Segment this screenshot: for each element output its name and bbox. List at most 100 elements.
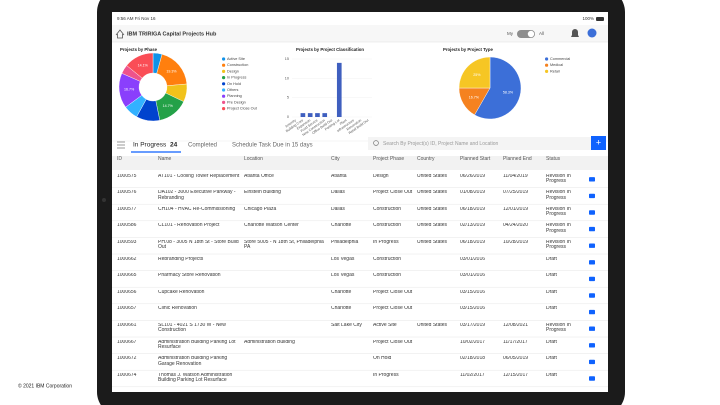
row-action-icon[interactable]: [589, 210, 595, 215]
table-cell: Draft: [546, 372, 557, 378]
table-cell: United States: [417, 190, 448, 196]
table-cell: 1000674: [117, 372, 137, 378]
toggle-all[interactable]: All: [539, 31, 544, 36]
user-icon[interactable]: [587, 28, 597, 38]
menu-icon[interactable]: [117, 141, 125, 149]
x-tick-label: Amenity: [284, 118, 297, 128]
row-action-icon[interactable]: [589, 226, 595, 232]
table-cell: Atlanta Office: [244, 173, 274, 179]
row-action-icon[interactable]: [589, 243, 595, 248]
table-cell: 03/17/2019: [460, 322, 486, 328]
slice-label: 14.1%: [138, 63, 149, 67]
legend-swatch: [222, 76, 226, 80]
table-cell: Project Close Out: [373, 339, 413, 345]
table-cell: Construction: [373, 206, 402, 212]
legend-swatch: [222, 107, 226, 111]
tablet-screen: [112, 12, 608, 392]
table-cell: 06/18/2019: [460, 206, 486, 212]
add-button[interactable]: [591, 136, 606, 150]
legend-label: Active Site: [227, 57, 245, 61]
table-cell: Revision In Progress: [546, 322, 571, 334]
toggle-my[interactable]: My: [507, 31, 514, 36]
table-cell: DA102 - 3000 Executive Parkway - Rebrand…: [158, 190, 236, 201]
y-tick-label: 15: [285, 57, 289, 61]
table-cell: 03/01/2016: [460, 256, 486, 262]
table-cell: Los Vegas: [331, 256, 355, 262]
row-action-icon[interactable]: [589, 326, 595, 331]
table-cell: United States: [417, 206, 448, 212]
table-cell: Design: [373, 173, 389, 179]
table-cell: Project Close Out: [373, 190, 413, 196]
tab-completed[interactable]: Completed: [188, 143, 217, 149]
table-cell: Construction: [373, 256, 402, 262]
table-cell: United States: [417, 173, 448, 179]
table-cell: 1000593: [117, 239, 137, 245]
row-action-icon[interactable]: [589, 193, 595, 199]
table-cell: 06/18/2019: [460, 239, 486, 245]
column-header: City: [331, 156, 340, 162]
row-action-icon[interactable]: [589, 293, 595, 298]
bar: [315, 113, 320, 117]
table-cell: 02/13/2019: [460, 223, 486, 229]
tab-in-progress[interactable]: In Progress: [133, 142, 167, 149]
legend-swatch: [222, 100, 226, 104]
slice-label: 16.7%: [469, 95, 480, 99]
table-cell: 1000586: [117, 223, 137, 229]
tab-schedule[interactable]: Schedule Task Due in 15 days: [232, 143, 313, 149]
table-cell: 1000672: [117, 356, 137, 362]
legend-swatch: [222, 57, 226, 61]
legend-swatch: [545, 63, 549, 67]
row-action-icon[interactable]: [589, 359, 595, 365]
legend-label: Retail: [550, 69, 560, 73]
slice: [126, 52, 154, 79]
table-cell: United States: [417, 322, 448, 328]
table-cell: CH104 - HVAC Re-Commissioning: [158, 206, 236, 212]
table-cell: Atlanta: [331, 173, 347, 179]
home-icon[interactable]: [115, 29, 125, 39]
table-cell: Dallas: [331, 206, 345, 212]
table-cell: Construction: [373, 273, 402, 279]
table-cell: Einstein Building: [244, 190, 281, 196]
table-cell: Salt Lake City: [331, 322, 362, 328]
table-cell: 10/28/2019: [503, 239, 529, 245]
row-action-icon[interactable]: [589, 309, 595, 315]
legend-label: Others: [227, 88, 238, 92]
legend-label: Design: [227, 69, 239, 73]
legend-label: On Hold: [227, 82, 241, 86]
column-header: Planned Start: [460, 156, 491, 162]
search-box[interactable]: [368, 137, 591, 150]
table-cell: 1000656: [117, 289, 137, 295]
legend-label: Project Close Out: [227, 107, 258, 111]
table-cell: PH.08 - 3005 N 18th St - Store Build Out: [158, 239, 239, 251]
table-cell: 06/05/2019: [503, 356, 529, 362]
bar: [322, 113, 328, 117]
table-cell: United States: [417, 239, 448, 245]
table-cell: On Hold: [373, 356, 392, 362]
row-action-icon[interactable]: [589, 376, 595, 381]
table-cell: Project Close Out: [373, 306, 413, 312]
slice: [458, 56, 491, 89]
slice-label: 58.3%: [503, 91, 514, 95]
bell-icon[interactable]: [571, 29, 579, 37]
row-action-icon[interactable]: [589, 343, 595, 348]
table-cell: 02/18/2018: [460, 356, 486, 362]
row-action-icon[interactable]: [589, 177, 595, 182]
table-cell: Draft: [546, 256, 557, 262]
legend-swatch: [222, 82, 226, 86]
table-cell: 04/24/2020: [503, 223, 529, 229]
table-cell: Draft: [546, 306, 557, 312]
table-cell: Administration Building Parking Garage R…: [158, 356, 228, 367]
footer: © 2021 IBM Corporation: [18, 382, 72, 389]
table-cell: 12/08/2021: [503, 322, 529, 328]
table-cell: Administration Building: [244, 339, 295, 345]
app-title: IBM TRIRIGA Capital Projects Hub: [127, 31, 217, 37]
legend-label: In Progress: [227, 76, 247, 80]
row-action-icon[interactable]: [589, 276, 595, 282]
row-action-icon[interactable]: [589, 260, 595, 265]
slice: [474, 56, 522, 120]
table-cell: In Progress: [373, 239, 399, 245]
legend-label: Commercial: [550, 57, 570, 61]
table-cell: 03/15/2016: [460, 306, 486, 312]
